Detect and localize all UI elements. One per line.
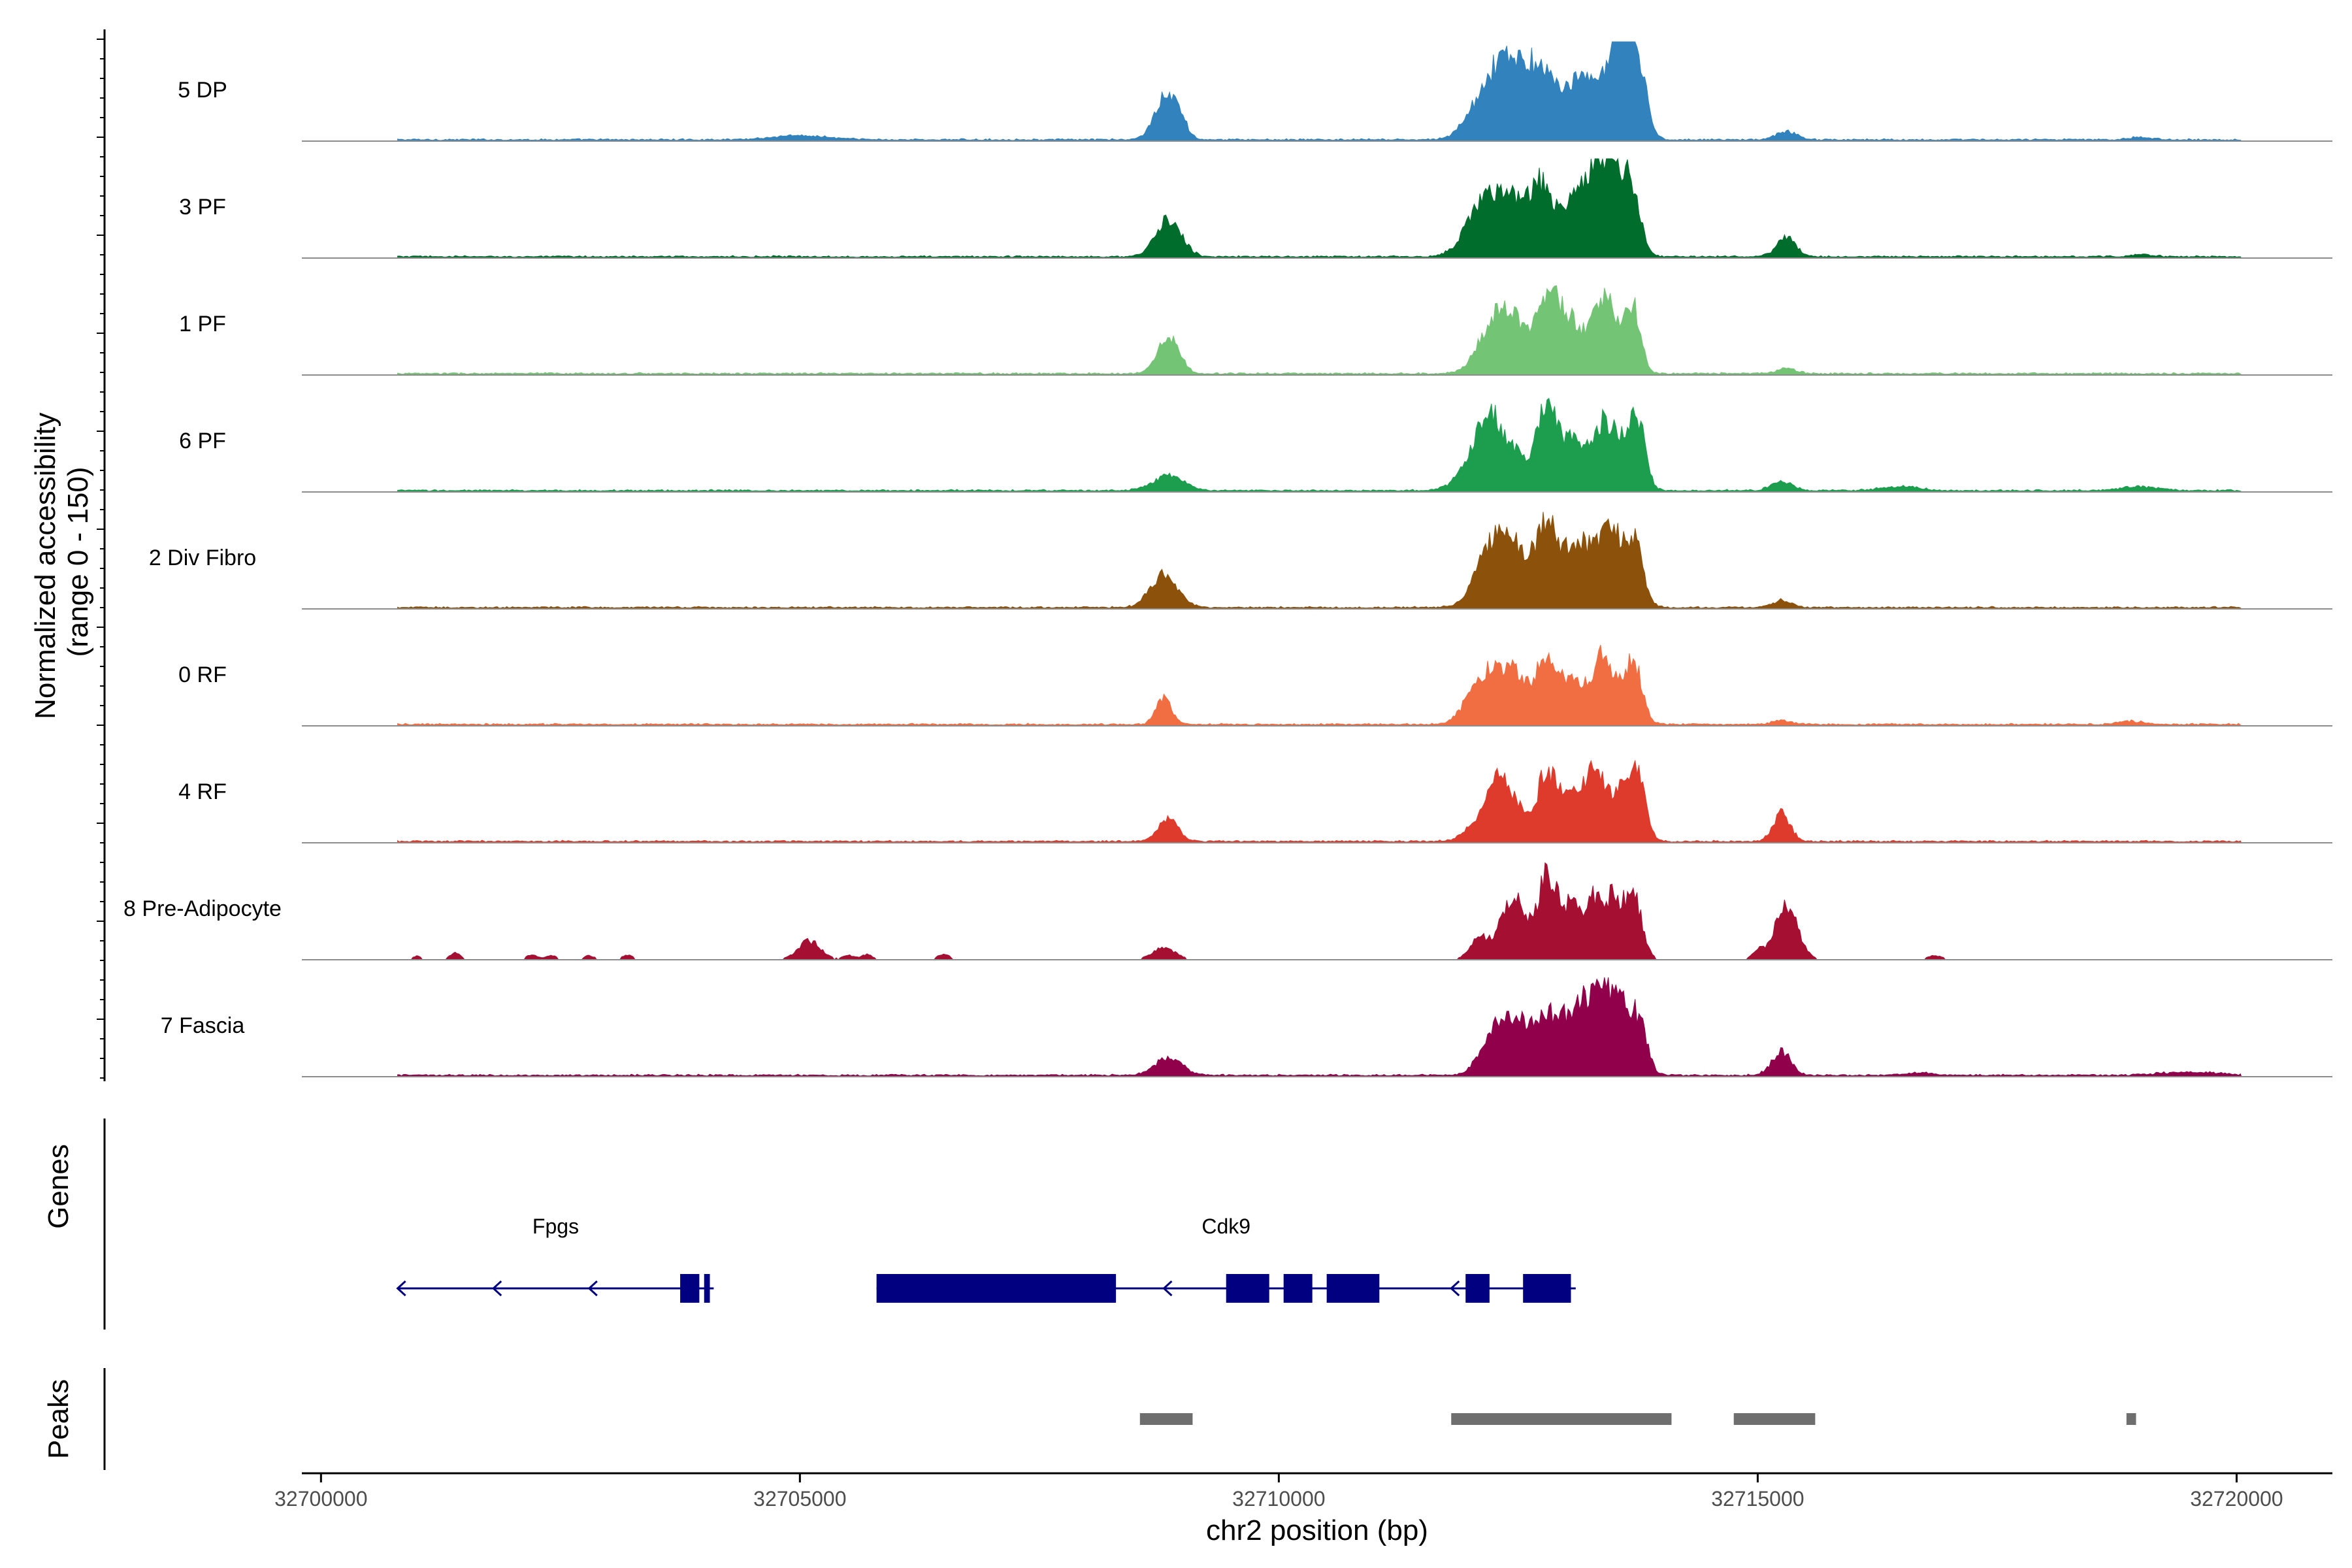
- track-label: 2 Div Fibro: [149, 546, 256, 570]
- strand-arrow-icon: [396, 1280, 406, 1297]
- x-axis: 32700000 32705000 32710000 32715000 32720000: [274, 1473, 2283, 1511]
- genes-track-title: Genes: [42, 1144, 74, 1229]
- x-tick-label: 32715000: [1711, 1487, 1804, 1511]
- track-label: 7 Fascia: [161, 1013, 245, 1038]
- x-tick-label: 32710000: [1232, 1487, 1325, 1511]
- y-axis-title: Normalized accessibility (range 0 - 150): [29, 404, 94, 719]
- peaks-track: [1139, 1413, 2136, 1425]
- track-label: 4 RF: [178, 779, 227, 804]
- coverage-area: [397, 977, 2242, 1077]
- peak-region: [1451, 1413, 1672, 1425]
- coverage-tracks: 5 DP 3 PF 1 PF 6 PF 2 Div Fibro 0 RF 4 RF 8 Pre…: [123, 41, 2332, 1077]
- coverage-area: [397, 397, 2242, 493]
- peak-region: [1139, 1413, 1193, 1425]
- x-tick-label: 32705000: [753, 1487, 846, 1511]
- x-tick-label: 32700000: [274, 1487, 367, 1511]
- track-7-fascia: 7 Fascia: [161, 977, 2332, 1077]
- strand-arrow-icon: [1450, 1280, 1460, 1297]
- track-2-div-fibro: 2 Div Fibro: [149, 512, 2332, 610]
- gene-exon: [1523, 1274, 1571, 1303]
- strand-arrow-icon: [587, 1280, 598, 1297]
- track-label: 1 PF: [179, 312, 226, 336]
- gene-exon: [1465, 1274, 1490, 1303]
- track-label: 8 Pre-Adipocyte: [123, 896, 282, 921]
- coverage-y-axis-ticks: [97, 39, 105, 1079]
- coverage-area: [397, 645, 2242, 727]
- peak-region: [2126, 1413, 2136, 1425]
- coverage-area: [397, 285, 2242, 376]
- x-axis-title: chr2 position (bp): [1206, 1514, 1428, 1546]
- strand-arrow-icon: [491, 1280, 502, 1297]
- gene-label: Fpgs: [532, 1215, 579, 1238]
- track-3-pf: 3 PF: [179, 157, 2332, 259]
- genes-track: Fpgs Cdk9: [396, 1215, 1576, 1303]
- track-label: 0 RF: [178, 662, 227, 687]
- peaks-track-title: Peaks: [42, 1379, 74, 1459]
- y-axis-title-line-2: (range 0 - 150): [62, 466, 94, 657]
- y-axis-title-line-1: Normalized accessibility: [29, 412, 61, 719]
- gene-fpgs: Fpgs: [397, 1215, 714, 1303]
- gene-exon: [1283, 1274, 1313, 1303]
- track-label: 6 PF: [179, 429, 226, 453]
- gene-exon: [876, 1274, 1117, 1303]
- gene-exon: [1226, 1274, 1269, 1303]
- gene-cdk9: Cdk9: [876, 1215, 1576, 1303]
- track-8-pre-adipocyte: 8 Pre-Adipocyte: [123, 862, 2332, 960]
- gene-exon: [1326, 1274, 1380, 1303]
- x-tick-label: 32720000: [2190, 1487, 2283, 1511]
- track-4-rf: 4 RF: [178, 759, 2332, 843]
- coverage-area: [397, 157, 2242, 259]
- gene-exon: [680, 1274, 700, 1303]
- track-5-dp: 5 DP: [178, 41, 2332, 142]
- coverage-area: [397, 759, 2242, 843]
- coverage-area: [397, 512, 2242, 610]
- track-0-rf: 0 RF: [178, 645, 2332, 727]
- gene-exon: [704, 1274, 710, 1303]
- track-6-pf: 6 PF: [179, 397, 2332, 493]
- track-label: 5 DP: [178, 78, 227, 103]
- coverage-area: [397, 41, 2242, 142]
- coverage-area: [397, 862, 2242, 960]
- track-1-pf: 1 PF: [179, 285, 2332, 376]
- peak-region: [1733, 1413, 1816, 1425]
- strand-arrow-icon: [1162, 1280, 1173, 1297]
- gene-label: Cdk9: [1201, 1215, 1250, 1238]
- track-label: 3 PF: [179, 195, 226, 220]
